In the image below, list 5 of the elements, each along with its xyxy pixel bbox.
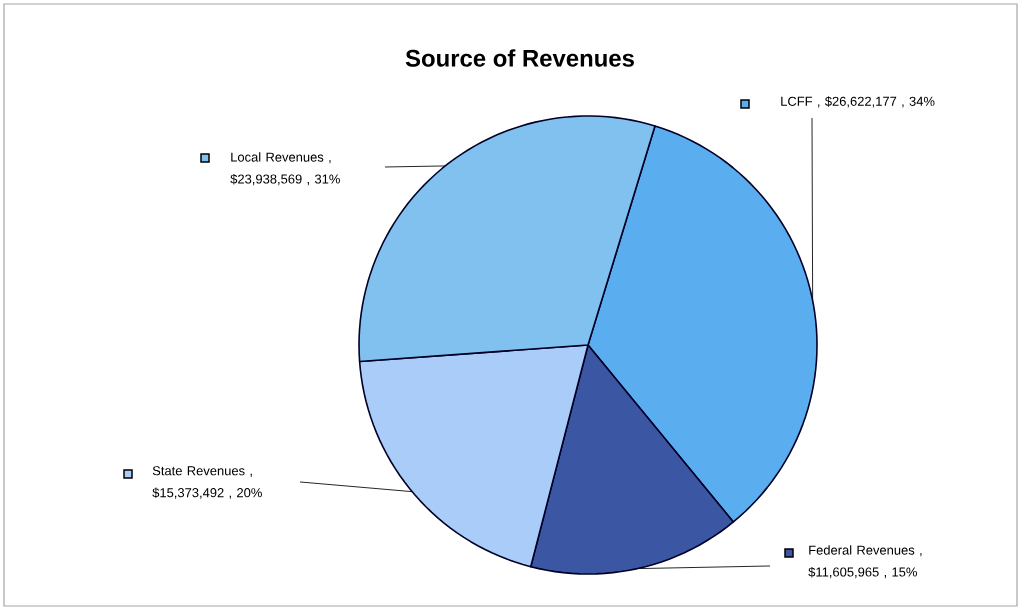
legend-label: Federal Revenues [809,545,915,555]
chart-title: Source of Revenues [405,49,634,67]
slice-label: LCFF [781,96,813,106]
data-label: , $26,622,177 , 34% [818,96,935,108]
legend-label: Local Revenues [231,152,324,162]
